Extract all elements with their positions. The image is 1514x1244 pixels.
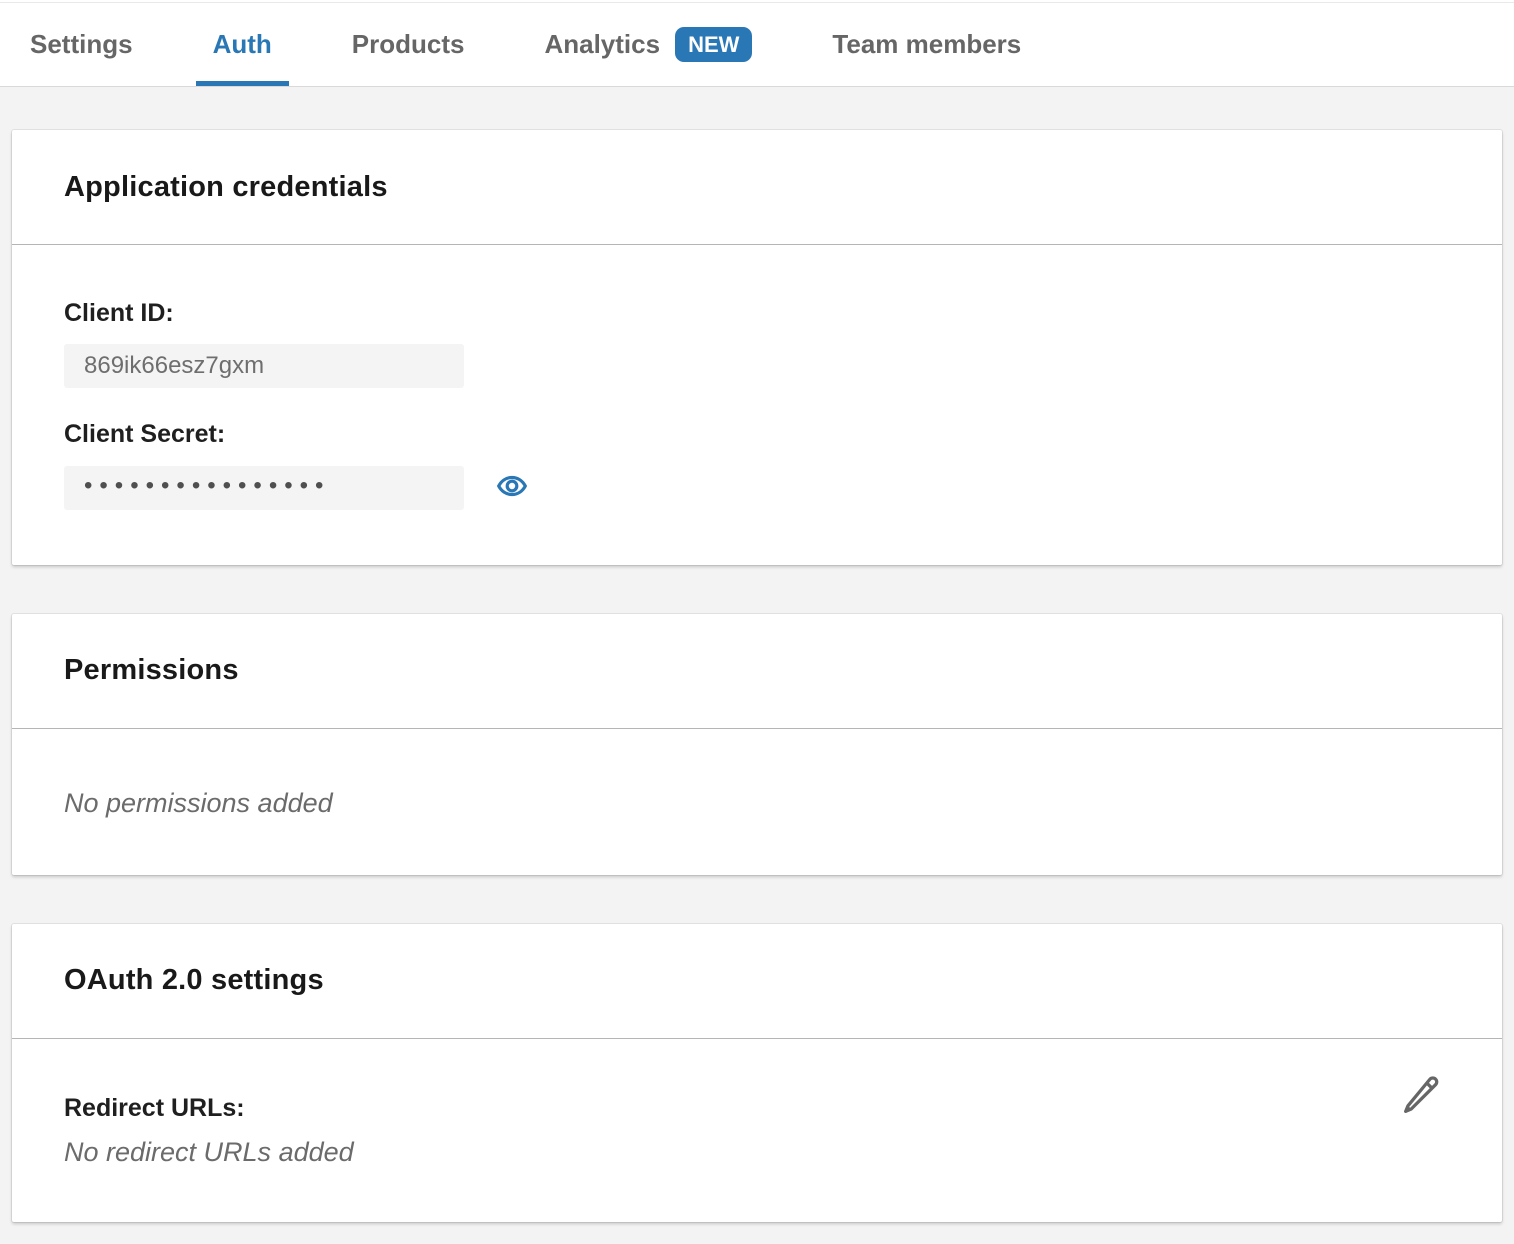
tab-analytics[interactable]: Analytics NEW [544,3,753,86]
application-credentials-header: Application credentials [12,130,1502,245]
tab-bar: Settings Auth Products Analytics NEW Tea… [0,2,1514,87]
tab-team-members-label: Team members [832,29,1022,59]
permissions-header: Permissions [12,614,1502,729]
client-id-value: 869ik66esz7gxm [84,352,265,380]
redirect-urls-label: Redirect URLs: [64,1093,245,1122]
eye-icon [496,470,528,505]
top-hairline [0,0,1514,2]
tab-team-members[interactable]: Team members [832,3,1021,86]
pencil-icon [1398,1076,1444,1122]
tab-analytics-label: Analytics [544,29,661,59]
client-secret-label: Client Secret: [64,420,226,449]
no-redirect-urls-text: No redirect URLs added [64,1137,354,1168]
tab-auth[interactable]: Auth [195,3,290,86]
client-secret-row: •••••••••••••••• [64,448,1450,510]
permissions-title: Permissions [64,654,239,686]
reveal-secret-button[interactable] [496,472,528,504]
tab-products[interactable]: Products [352,3,465,86]
oauth-settings-header: OAuth 2.0 settings [12,924,1502,1039]
client-secret-field[interactable]: •••••••••••••••• [64,465,464,510]
application-credentials-card: Application credentials Client ID: 869ik… [12,130,1502,565]
no-permissions-text: No permissions added [64,787,333,818]
new-badge: NEW [675,27,753,62]
application-credentials-title: Application credentials [64,170,388,203]
oauth-settings-title: OAuth 2.0 settings [64,964,324,997]
main-content: Application credentials Client ID: 869ik… [0,87,1514,1223]
client-secret-masked-value: •••••••••••••••• [84,471,331,499]
tab-settings-label: Settings [30,29,133,59]
oauth-settings-body: Redirect URLs: No redirect URLs added [12,1039,1502,1223]
edit-redirect-urls-button[interactable] [1398,1073,1444,1119]
client-id-field[interactable]: 869ik66esz7gxm [64,344,464,389]
tab-products-label: Products [351,29,465,59]
tab-auth-label: Auth [212,29,272,59]
oauth-settings-card: OAuth 2.0 settings Redirect URLs: No red… [12,923,1502,1223]
client-id-label: Client ID: [64,299,174,327]
tab-settings[interactable]: Settings [30,3,133,86]
application-credentials-body: Client ID: 869ik66esz7gxm Client Secret:… [12,245,1502,565]
permissions-card: Permissions No permissions added [12,613,1502,875]
permissions-body: No permissions added [12,729,1502,875]
